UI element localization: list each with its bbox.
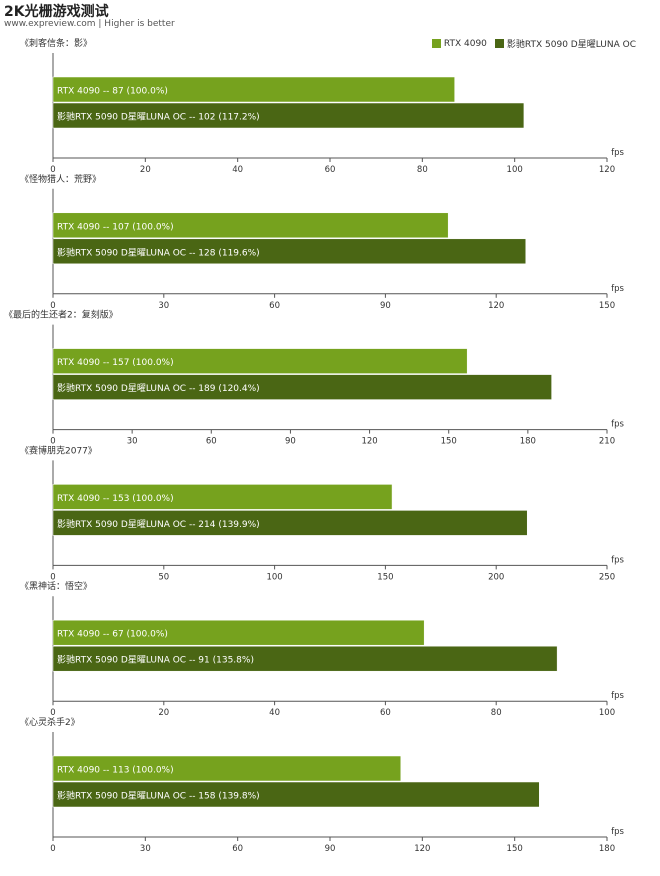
x-tick-label: 250: [599, 572, 615, 582]
bar-data-label: 影驰RTX 5090 D星曜LUNA OC -- 102 (117.2%): [57, 111, 260, 123]
bar-rtx-4090: [52, 619, 425, 646]
bar-rtx-5090d: [52, 374, 552, 400]
x-unit-label: fps: [611, 691, 624, 701]
bar-data-label: 影驰RTX 5090 D星曜LUNA OC -- 158 (139.8%): [57, 790, 260, 802]
page-title: 2K光栅游戏测试: [4, 4, 109, 20]
bar-data-label: RTX 4090 -- 153 (100.0%): [57, 494, 174, 504]
legend-item-rtx-4090: RTX 4090: [431, 38, 487, 49]
x-tick-label: 180: [599, 844, 615, 854]
x-tick-label: 30: [140, 844, 151, 854]
bar-data-label: RTX 4090 -- 67 (100.0%): [57, 630, 168, 640]
x-tick-label: 60: [325, 165, 336, 175]
bar-rtx-4090: [52, 212, 449, 239]
panel-title: 《黑神话：悟空》: [20, 580, 92, 592]
bar-rtx-5090d: [52, 102, 525, 129]
x-tick-label: 100: [599, 708, 615, 718]
x-tick-label: 60: [380, 708, 391, 718]
legend: RTX 4090 影驰RTX 5090 D星曜LUNA OC: [431, 37, 636, 50]
x-tick-label: 30: [158, 301, 169, 311]
bar-rtx-4090: [52, 484, 393, 510]
x-tick-label: 0: [50, 437, 55, 447]
bar-data-label: RTX 4090 -- 107 (100.0%): [57, 222, 174, 232]
x-tick-label: 50: [158, 572, 169, 582]
x-tick-label: 60: [206, 437, 217, 447]
bar-rtx-5090d: [52, 238, 526, 265]
x-tick-label: 0: [50, 165, 55, 175]
x-tick-label: 150: [377, 572, 393, 582]
x-tick-label: 20: [158, 708, 169, 718]
x-tick-label: 80: [491, 708, 502, 718]
x-tick-label: 90: [285, 437, 296, 447]
legend-label-rtx-5090d: 影驰RTX 5090 D星曜LUNA OC: [506, 40, 636, 50]
x-tick-label: 150: [441, 437, 457, 447]
bar-rtx-5090d: [52, 510, 528, 536]
panel-title: 《最后的生还者2：复刻版》: [4, 309, 118, 321]
x-tick-label: 120: [599, 165, 615, 175]
x-tick-label: 90: [325, 844, 336, 854]
x-tick-label: 80: [417, 165, 428, 175]
legend-swatch-rtx-5090d: [494, 39, 504, 48]
x-tick-label: 150: [599, 301, 615, 311]
bar-data-label: 影驰RTX 5090 D星曜LUNA OC -- 128 (119.6%): [57, 246, 260, 258]
bar-rtx-4090: [52, 348, 468, 374]
x-tick-label: 120: [414, 844, 430, 854]
x-unit-label: fps: [611, 420, 624, 430]
bar-rtx-5090d: [52, 781, 540, 808]
x-tick-label: 0: [50, 301, 55, 311]
x-tick-label: 180: [520, 437, 536, 447]
bar-data-label: 影驰RTX 5090 D星曜LUNA OC -- 214 (139.9%): [57, 518, 260, 530]
bar-data-label: RTX 4090 -- 113 (100.0%): [57, 766, 174, 776]
bar-rtx-5090d: [52, 645, 558, 672]
x-tick-label: 30: [127, 437, 138, 447]
x-unit-label: fps: [611, 284, 624, 294]
legend-swatch-rtx-4090: [431, 39, 441, 48]
x-tick-label: 90: [380, 301, 391, 311]
bar-data-label: 影驰RTX 5090 D星曜LUNA OC -- 91 (135.8%): [57, 654, 254, 666]
x-tick-label: 210: [599, 437, 615, 447]
bar-data-label: 影驰RTX 5090 D星曜LUNA OC -- 189 (120.4%): [57, 382, 260, 394]
x-unit-label: fps: [611, 555, 624, 565]
x-tick-label: 0: [50, 708, 55, 718]
x-tick-label: 0: [50, 844, 55, 854]
legend-label-rtx-4090: RTX 4090: [443, 38, 487, 49]
x-tick-label: 150: [507, 844, 523, 854]
x-tick-label: 100: [266, 572, 282, 582]
panel-title: 《赛博朋克2077》: [20, 444, 97, 456]
bar-rtx-4090: [52, 76, 455, 103]
x-tick-label: 100: [507, 165, 523, 175]
legend-item-rtx-5090d: 影驰RTX 5090 D星曜LUNA OC: [494, 37, 636, 50]
panel-title: 《刺客信条：影》: [20, 37, 92, 49]
panel-title: 《怪物猎人：荒野》: [20, 173, 101, 185]
bar-data-label: RTX 4090 -- 157 (100.0%): [57, 358, 174, 368]
panel-title: 《心灵杀手2》: [20, 716, 80, 728]
x-unit-label: fps: [611, 148, 624, 158]
x-tick-label: 20: [140, 165, 151, 175]
bar-data-label: RTX 4090 -- 87 (100.0%): [57, 87, 168, 97]
x-tick-label: 40: [269, 708, 280, 718]
x-tick-label: 0: [50, 572, 55, 582]
x-tick-label: 200: [488, 572, 504, 582]
page-subtitle: www.expreview.com | Higher is better: [4, 19, 175, 29]
x-tick-label: 120: [488, 301, 504, 311]
x-tick-label: 40: [232, 165, 243, 175]
bar-rtx-4090: [52, 755, 402, 782]
x-tick-label: 60: [232, 844, 243, 854]
x-unit-label: fps: [611, 827, 624, 837]
x-tick-label: 120: [361, 437, 377, 447]
x-tick-label: 60: [269, 301, 280, 311]
